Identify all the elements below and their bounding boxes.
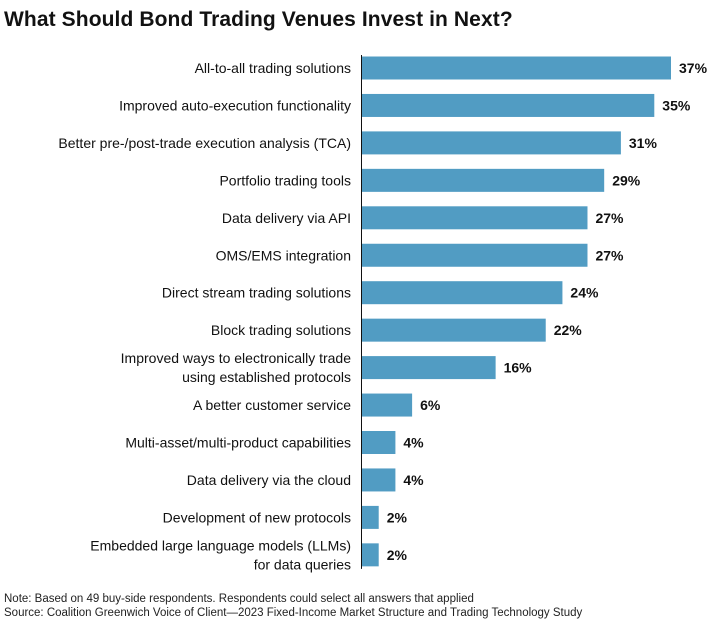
- category-label: Portfolio trading tools: [219, 172, 351, 188]
- value-label: 4%: [403, 472, 424, 488]
- category-label: Improved auto-execution functionality: [119, 97, 351, 113]
- bar-chart: 37% All-to-all trading solutions 35% Improv…: [58, 55, 708, 572]
- footnotes: Note: Based on 49 buy-side respondents. …: [4, 592, 582, 620]
- value-label: 27%: [595, 247, 624, 263]
- bar: [362, 356, 496, 380]
- category-label: OMS/EMS integration: [216, 247, 351, 263]
- value-label: 31%: [629, 135, 658, 151]
- category-label: Embedded large language models (LLMs) for…: [90, 537, 351, 572]
- bar: [362, 243, 588, 267]
- bar: [362, 206, 588, 230]
- category-label: Improved ways to electronically trade usi…: [121, 350, 352, 385]
- bar: [362, 468, 396, 492]
- value-label: 2%: [387, 547, 408, 563]
- category-label: Data delivery via the cloud: [187, 472, 351, 488]
- category-label: Data delivery via API: [222, 210, 351, 226]
- bar: [362, 543, 379, 567]
- bar: [362, 168, 605, 192]
- bar: [362, 393, 413, 417]
- source-text: Source: Coalition Greenwich Voice of Cli…: [4, 607, 583, 619]
- bar: [362, 93, 655, 117]
- bar: [362, 505, 379, 529]
- bar: [362, 56, 671, 80]
- category-label: Better pre-/post-trade execution analysi…: [58, 135, 351, 151]
- note-text: Note: Based on 49 buy-side respondents. …: [4, 593, 474, 605]
- value-label: 27%: [595, 210, 624, 226]
- value-label: 35%: [662, 97, 691, 113]
- category-label: Development of new protocols: [163, 509, 351, 525]
- bar: [362, 131, 621, 155]
- category-label: Direct stream trading solutions: [162, 285, 351, 301]
- bar: [362, 431, 396, 454]
- value-label: 6%: [420, 397, 441, 413]
- bar: [362, 281, 563, 305]
- bar: [362, 318, 546, 342]
- value-label: 4%: [403, 435, 424, 451]
- value-label: 22%: [554, 322, 583, 338]
- category-label: Multi-asset/multi-product capabilities: [125, 435, 351, 451]
- value-label: 37%: [679, 60, 708, 76]
- category-label: Block trading solutions: [211, 322, 351, 338]
- category-label: A better customer service: [193, 397, 351, 413]
- value-label: 16%: [504, 360, 533, 376]
- value-label: 24%: [570, 285, 599, 301]
- chart-title: What Should Bond Trading Venues Invest i…: [4, 8, 513, 31]
- category-label: All-to-all trading solutions: [195, 60, 351, 76]
- value-label: 2%: [387, 509, 408, 525]
- value-label: 29%: [612, 172, 641, 188]
